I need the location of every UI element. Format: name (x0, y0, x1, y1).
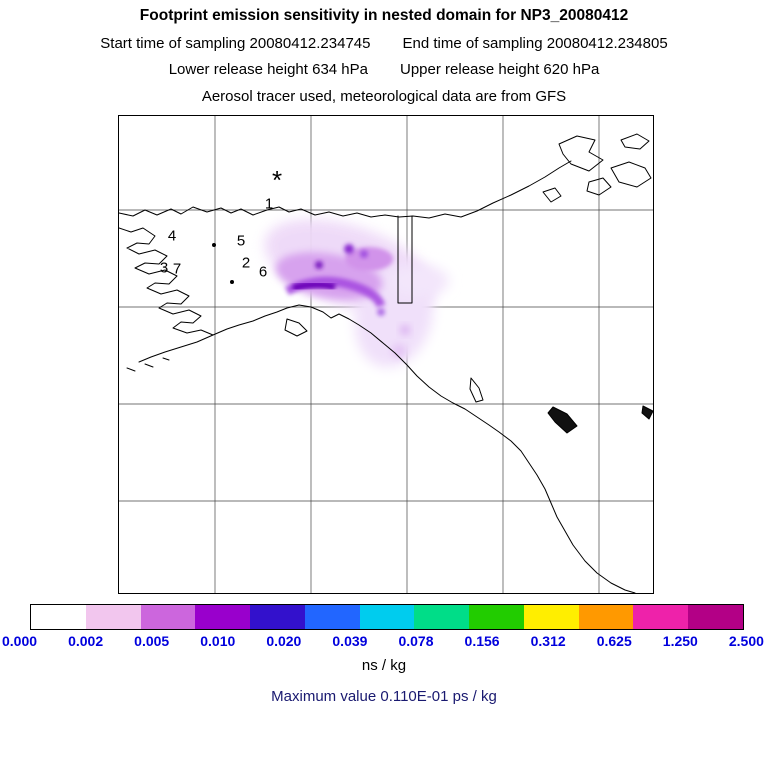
station-dot-marker (230, 280, 234, 284)
station-number-marker: 3 (159, 259, 169, 277)
colorbar-tick: 0.039 (332, 633, 368, 649)
colorbar-tick: 0.002 (68, 633, 104, 649)
map-panel: 1 4 5 3 7 2 6 * (118, 115, 654, 594)
start-time-text: Start time of sampling 20080412.234745 (100, 35, 371, 52)
station-number-marker: 1 (264, 195, 274, 213)
station-dot-marker (212, 243, 216, 247)
colorbar-tick-labels: 0.000 0.002 0.005 0.010 0.020 0.039 0.078 0.156… (2, 633, 764, 649)
colorbar-segment (31, 605, 86, 629)
colorbar-tick: 2.500 (728, 633, 764, 649)
colorbar-segment (359, 605, 415, 629)
colorbar-tick: 0.005 (134, 633, 170, 649)
station-number-marker: 6 (258, 263, 268, 281)
max-value-label: Maximum value 0.110E-01 ps / kg (271, 688, 497, 705)
release-heights-line: Lower release height 634 hPa Upper releas… (0, 61, 768, 78)
colorbar-segment (469, 605, 524, 629)
colorbar-tick: 0.020 (266, 633, 302, 649)
colorbar-tick: 0.000 (2, 633, 38, 649)
colorbar-tick: 0.156 (464, 633, 500, 649)
colorbar-tick: 0.625 (596, 633, 632, 649)
colorbar-tick: 0.312 (530, 633, 566, 649)
sampling-times-line: Start time of sampling 20080412.234745 En… (0, 35, 768, 52)
colorbar-segment (85, 605, 141, 629)
release-point-marker: * (271, 165, 283, 195)
station-number-marker: 2 (241, 254, 251, 272)
lower-release-text: Lower release height 634 hPa (168, 61, 368, 78)
station-number-marker: 7 (172, 260, 182, 278)
colorbar-segment (688, 605, 743, 629)
figure-title: Footprint emission sensitivity in nested… (139, 7, 629, 24)
colorbar-tick: 0.010 (200, 633, 236, 649)
colorbar-tick: 0.078 (398, 633, 434, 649)
tracer-info-line: Aerosol tracer used, meteorological data… (201, 88, 567, 105)
station-number-marker: 4 (167, 227, 177, 245)
coastlines (119, 133, 653, 593)
sensitivity-plume (264, 219, 449, 368)
colorbar-segment (414, 605, 470, 629)
colorbar-segment (140, 605, 196, 629)
end-time-text: End time of sampling 20080412.234805 (402, 35, 668, 52)
colorbar-tick: 1.250 (662, 633, 698, 649)
station-number-marker: 5 (236, 232, 246, 250)
colorbar-segment (633, 605, 689, 629)
colorbar-segment (578, 605, 634, 629)
colorbar-segment (523, 605, 579, 629)
colorbar (30, 604, 744, 630)
grid-lines (119, 116, 653, 593)
colorbar-segment (304, 605, 360, 629)
colorbar-segment (250, 605, 305, 629)
colorbar-units-label: ns / kg (361, 657, 407, 674)
upper-release-text: Upper release height 620 hPa (400, 61, 600, 78)
colorbar-segment (195, 605, 251, 629)
map-canvas (119, 116, 653, 593)
